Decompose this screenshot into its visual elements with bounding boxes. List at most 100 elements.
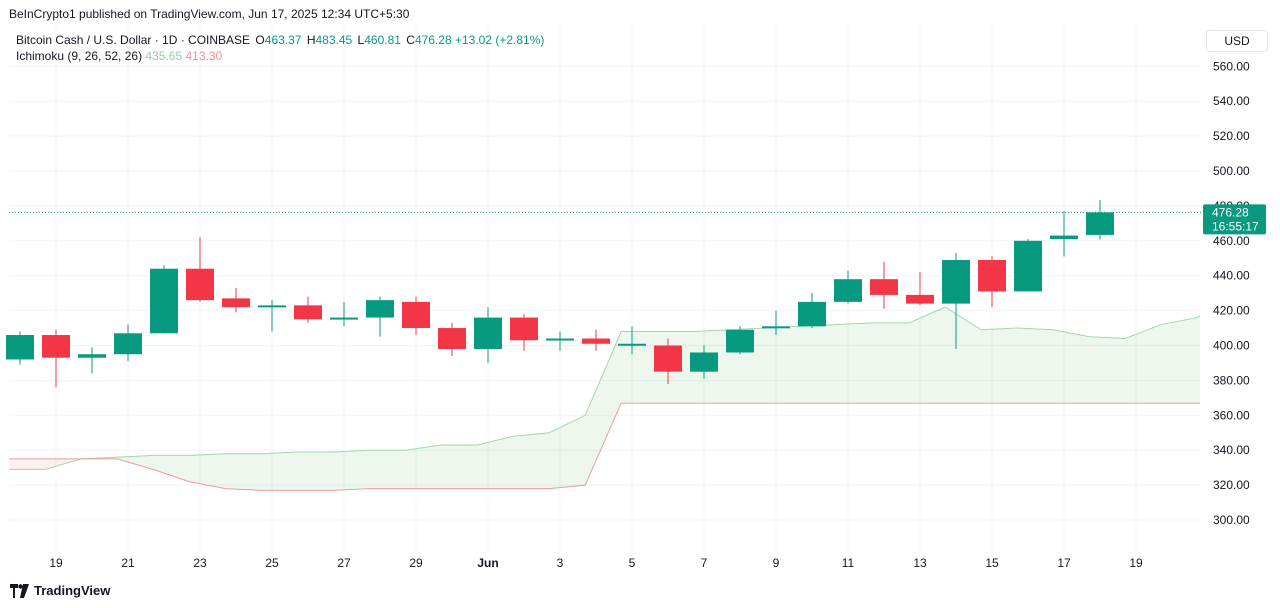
open-value: 463.37 [264, 33, 302, 47]
high-label: H [306, 33, 316, 47]
tradingview-logo-icon [10, 583, 29, 598]
cloud-segment [1125, 324, 1162, 404]
symbol-name: Bitcoin Cash / U.S. Dollar · 1D · COINBA… [16, 33, 251, 47]
price-axis: 300.00 320.00 340.00 360.00 380.00 400.00 420.… [1213, 59, 1250, 527]
cloud-segment [1017, 328, 1054, 404]
cloud-segment [981, 328, 1018, 404]
price-tick-label: 300.00 [1213, 513, 1250, 527]
candle-body [402, 301, 430, 329]
price-tick-label: 440.00 [1213, 269, 1250, 283]
time-tick-label: 9 [773, 556, 780, 570]
candle [330, 301, 358, 327]
candle [114, 324, 142, 362]
candle-body [366, 300, 394, 318]
cloud-segment [1197, 315, 1200, 404]
current-price-value: 476.28 [1212, 205, 1249, 219]
price-tick-label: 340.00 [1213, 443, 1250, 457]
cloud-segment [801, 324, 838, 404]
cloud-segment [1161, 317, 1198, 404]
tradingview-logo[interactable]: TradingView [10, 583, 110, 598]
candle-body [510, 317, 538, 341]
tradingview-brand: TradingView [34, 583, 111, 598]
candle-body [438, 328, 466, 349]
candle-body [870, 279, 898, 295]
candle [258, 300, 286, 332]
candle [150, 265, 178, 334]
cloud-segment [117, 455, 154, 470]
cloud-segment [513, 432, 550, 489]
indicator-row[interactable]: Ichimoku (9, 26, 52, 26) 435.65 413.30 [16, 48, 544, 64]
candle-body [222, 298, 250, 308]
cloud-segment [405, 444, 442, 489]
close-value: 476.28 [414, 33, 452, 47]
time-tick-label: Jun [477, 556, 498, 570]
time-tick-label: 13 [913, 556, 927, 570]
price-tick-label: 420.00 [1213, 304, 1250, 318]
cloud-segment [621, 331, 658, 404]
ichimoku-cloud [9, 306, 1201, 491]
candle [546, 331, 574, 351]
candle-body [114, 333, 142, 355]
candle [906, 272, 934, 306]
time-tick-label: 23 [193, 556, 207, 570]
candle-body [654, 345, 682, 372]
cloud-segment [225, 453, 262, 491]
candle [762, 310, 790, 336]
candle [222, 287, 250, 313]
candle-body [6, 335, 34, 360]
cloud-segment [1089, 336, 1126, 404]
candle [870, 261, 898, 309]
candle [582, 329, 610, 351]
candle-body [546, 338, 574, 341]
cloud-segment [909, 307, 946, 404]
cloud-segment [837, 322, 874, 404]
candle [42, 329, 70, 388]
current-price-tag-bg [1203, 204, 1266, 235]
price-tick-label: 500.00 [1213, 164, 1250, 178]
change-value: +13.02 (+2.81%) [454, 33, 545, 47]
time-tick-label: 17 [1057, 556, 1071, 570]
low-label: L [357, 33, 365, 47]
candle-body [1086, 212, 1114, 235]
time-tick-label: 21 [121, 556, 135, 570]
candles [6, 199, 1114, 388]
candle [798, 293, 826, 329]
time-tick-label: 7 [701, 556, 708, 570]
cloud-segment [765, 326, 802, 404]
candle [726, 326, 754, 355]
grid-lines [9, 28, 1200, 548]
candle-body [1050, 235, 1078, 240]
time-tick-label: 11 [842, 556, 855, 570]
currency-button[interactable]: USD [1206, 30, 1268, 52]
candle [1014, 239, 1042, 292]
candle [978, 256, 1006, 308]
price-tick-label: 560.00 [1213, 59, 1250, 73]
cloud-segment [1053, 329, 1090, 404]
close-label: C [406, 33, 415, 47]
candle-body [78, 354, 106, 358]
cloud-segment [297, 451, 334, 491]
low-value: 460.81 [364, 33, 401, 47]
candle [1086, 199, 1114, 240]
indicator-name: Ichimoku (9, 26, 52, 26) [16, 49, 143, 63]
cloud-segment [873, 322, 910, 404]
span-b-value: 413.30 [185, 49, 223, 63]
candle [438, 322, 466, 356]
candle [474, 307, 502, 363]
high-value: 483.45 [315, 33, 353, 47]
cloud-segment [945, 307, 982, 404]
candle [6, 331, 34, 365]
symbol-row[interactable]: Bitcoin Cash / U.S. Dollar · 1D · COINBA… [16, 32, 544, 48]
candle-body [474, 317, 502, 349]
candle [186, 237, 214, 302]
chart-legend: Bitcoin Cash / U.S. Dollar · 1D · COINBA… [16, 32, 544, 64]
candle-body [906, 294, 934, 304]
time-tick-label: 5 [629, 556, 636, 570]
candle-body [582, 338, 610, 344]
candle [690, 345, 718, 379]
cloud-segment [261, 451, 298, 491]
candle-body [834, 279, 862, 302]
price-tick-label: 520.00 [1213, 129, 1250, 143]
current-price-tag: 476.28 16:55:17 [1203, 204, 1266, 235]
